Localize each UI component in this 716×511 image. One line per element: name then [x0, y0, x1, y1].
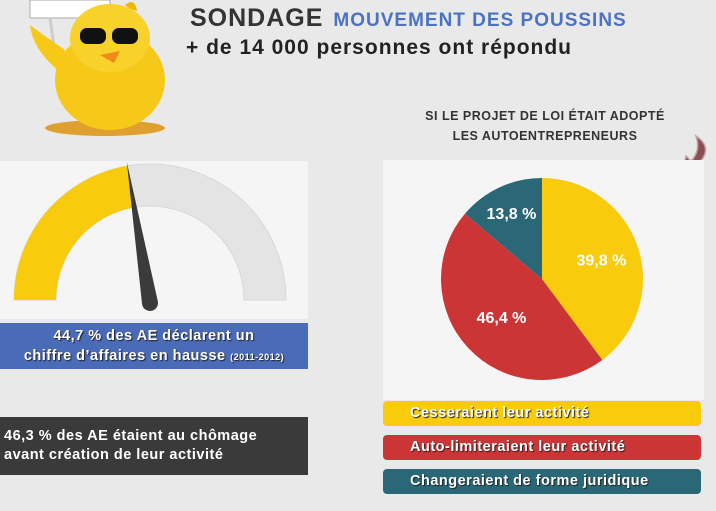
pie-title: SI LE PROJET DE LOI ÉTAIT ADOPTÉ LES AUT… — [380, 106, 710, 146]
revenue-stat-line2: chiffre d’affaires en hausse — [23, 348, 226, 364]
legend-label: Auto-limiteraient leur activité — [410, 439, 626, 455]
pie-slice-label: 46,4 % — [477, 310, 527, 327]
pie-slice — [542, 178, 643, 360]
unemployment-stat-line2: avant création de leur activité — [4, 447, 224, 463]
chick-mascot-image — [29, 0, 165, 136]
revenue-stat-years: (2011-2012) — [230, 352, 285, 362]
unemployment-stat-banner: 46,3 % des AE étaient au chômage avant c… — [0, 417, 308, 475]
gauge-needle — [126, 161, 158, 311]
pie-title-line2: LES AUTOENTREPRENEURS — [452, 129, 638, 143]
revenue-stat-banner: 44,7 % des AE déclarent un chiffre d’aff… — [0, 323, 308, 369]
pie-slice-label: 13,8 % — [487, 206, 537, 223]
legend-item-cesseraient: Cesseraient leur activité — [383, 401, 701, 426]
legend-item-auto-limiteraient: Auto-limiteraient leur activité — [383, 435, 701, 460]
survey-subtitle: MOUVEMENT DES POUSSINS — [333, 10, 627, 31]
gauge-chart — [13, 161, 287, 311]
survey-title: SONDAGE MOUVEMENT DES POUSSINS — [190, 4, 627, 32]
pie-slice — [464, 178, 542, 279]
gauge-value-arc — [14, 165, 135, 300]
respondents-count: + de 14 000 personnes ont répondu — [186, 36, 573, 59]
pie-title-line1: SI LE PROJET DE LOI ÉTAIT ADOPTÉ — [425, 109, 665, 123]
legend-item-changeraient: Changeraient de forme juridique — [383, 469, 701, 494]
pie-slice — [441, 213, 603, 380]
pie-slice-label: 39,8 % — [577, 252, 627, 269]
unemployment-stat-line1: 46,3 % des AE étaient au chômage — [4, 428, 258, 444]
pie-chart: 39,8 % 46,4 % 13,8 % — [441, 178, 643, 380]
legend-label: Changeraient de forme juridique — [410, 473, 649, 489]
revenue-stat-line1: 44,7 % des AE déclarent un — [53, 328, 255, 344]
legend-label: Cesseraient leur activité — [410, 405, 590, 421]
